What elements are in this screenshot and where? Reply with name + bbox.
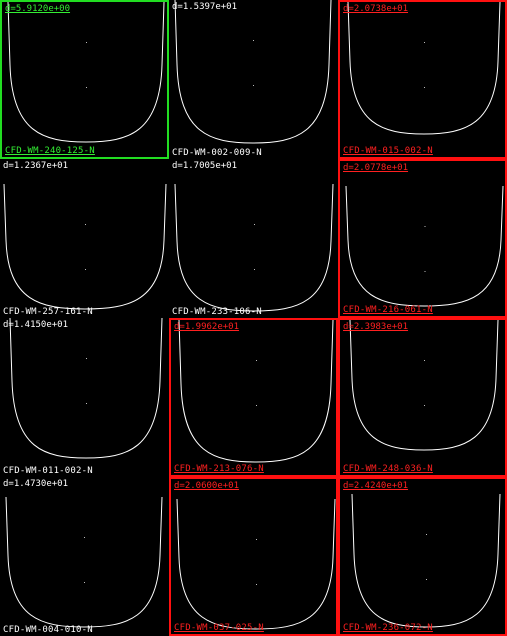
contour-plot (7, 2, 165, 143)
shape-id-label: CFD-WM-236-072-N (343, 623, 433, 633)
contour-plot (178, 320, 334, 463)
center-marker (253, 40, 254, 41)
shape-contour (174, 0, 332, 144)
shape-contour (178, 320, 334, 463)
center-marker (256, 584, 257, 585)
result-cell[interactable]: d=1.4730e+01 CFD-WM-004-010-N (0, 477, 169, 636)
result-cell[interactable]: d=2.0738e+01 CFD-WM-015-002-N (338, 0, 507, 159)
result-cell[interactable]: d=1.5397e+01 CFD-WM-002-009-N (169, 0, 338, 159)
contour-plot (347, 2, 501, 135)
distance-label: d=1.4730e+01 (3, 479, 69, 489)
center-marker (86, 358, 87, 359)
shape-contour (176, 498, 336, 630)
shape-id-label: CFD-WM-002-009-N (172, 148, 262, 158)
center-marker (86, 42, 87, 43)
shape-id-label: CFD-WM-248-036-N (343, 464, 433, 474)
shape-id-label: CFD-WM-257-161-N (3, 307, 93, 317)
center-marker (85, 224, 86, 225)
center-marker (85, 269, 86, 270)
center-marker (426, 534, 427, 535)
contour-plot (351, 493, 501, 628)
result-cell[interactable]: d=2.0778e+01 CFD-WM-216-061-N (338, 159, 507, 318)
result-cell[interactable]: d=2.0600e+01 CFD-WM-037-025-N (169, 477, 338, 636)
center-marker (256, 360, 257, 361)
center-marker (424, 405, 425, 406)
distance-label: d=2.0778e+01 (343, 163, 409, 173)
center-marker (424, 360, 425, 361)
center-marker (86, 403, 87, 404)
shape-contour (9, 318, 163, 459)
distance-label: d=2.0738e+01 (343, 4, 409, 14)
shape-id-label: CFD-WM-233-106-N (172, 307, 262, 317)
shape-contour (345, 185, 504, 307)
distance-label: d=1.9962e+01 (174, 322, 240, 332)
contour-plot (5, 496, 163, 628)
center-marker (86, 87, 87, 88)
result-cell[interactable]: d=1.2367e+01 CFD-WM-257-161-N (0, 159, 169, 318)
center-marker (424, 271, 426, 272)
distance-label: d=1.4150e+01 (3, 320, 69, 330)
result-cell[interactable]: d=2.3983e+01 CFD-WM-248-036-N (338, 318, 507, 477)
distance-label: d=1.5397e+01 (172, 2, 238, 12)
center-marker (84, 537, 85, 538)
shape-contour (7, 2, 165, 143)
contour-plot (176, 498, 336, 630)
shape-id-label: CFD-WM-240-125-N (5, 146, 95, 156)
result-cell[interactable]: d=1.9962e+01 CFD-WM-213-076-N (169, 318, 338, 477)
center-marker (254, 269, 255, 270)
center-marker (424, 226, 426, 227)
center-marker (84, 582, 85, 583)
shape-id-label: CFD-WM-213-076-N (174, 464, 264, 474)
shape-contour (351, 493, 501, 628)
distance-label: d=2.4240e+01 (343, 481, 409, 491)
result-cell[interactable]: d=1.4150e+01 CFD-WM-011-002-N (0, 318, 169, 477)
contour-plot (9, 318, 163, 459)
distance-label: d=1.7005e+01 (172, 161, 238, 171)
center-marker (253, 85, 254, 86)
result-cell[interactable]: d=2.4240e+01 CFD-WM-236-072-N (338, 477, 507, 636)
shape-contour (347, 2, 501, 135)
center-marker (254, 224, 255, 225)
center-marker (256, 405, 257, 406)
result-cell[interactable]: d=1.7005e+01 CFD-WM-233-106-N (169, 159, 338, 318)
distance-label: d=2.3983e+01 (343, 322, 409, 332)
shape-contour (5, 496, 163, 628)
distance-label: d=1.2367e+01 (3, 161, 69, 171)
shape-id-label: CFD-WM-037-025-N (174, 623, 264, 633)
shape-contour (174, 183, 334, 312)
shape-id-label: CFD-WM-004-010-N (3, 625, 93, 635)
shape-id-label: CFD-WM-015-002-N (343, 146, 433, 156)
shape-contour (349, 320, 499, 451)
contour-plot (345, 185, 504, 307)
contour-plot (174, 183, 334, 312)
contour-plot (349, 320, 499, 451)
result-cell[interactable]: d=5.9120e+00 CFD-WM-240-125-N (0, 0, 169, 159)
shape-contour (3, 183, 167, 310)
shape-id-label: CFD-WM-011-002-N (3, 466, 93, 476)
center-marker (424, 42, 425, 43)
center-marker (424, 87, 425, 88)
distance-label: d=2.0600e+01 (174, 481, 240, 491)
center-marker (426, 579, 427, 580)
contour-plot (174, 0, 332, 144)
contour-plot (3, 183, 167, 310)
distance-label: d=5.9120e+00 (5, 4, 71, 14)
center-marker (256, 539, 257, 540)
shape-id-label: CFD-WM-216-061-N (343, 305, 433, 315)
